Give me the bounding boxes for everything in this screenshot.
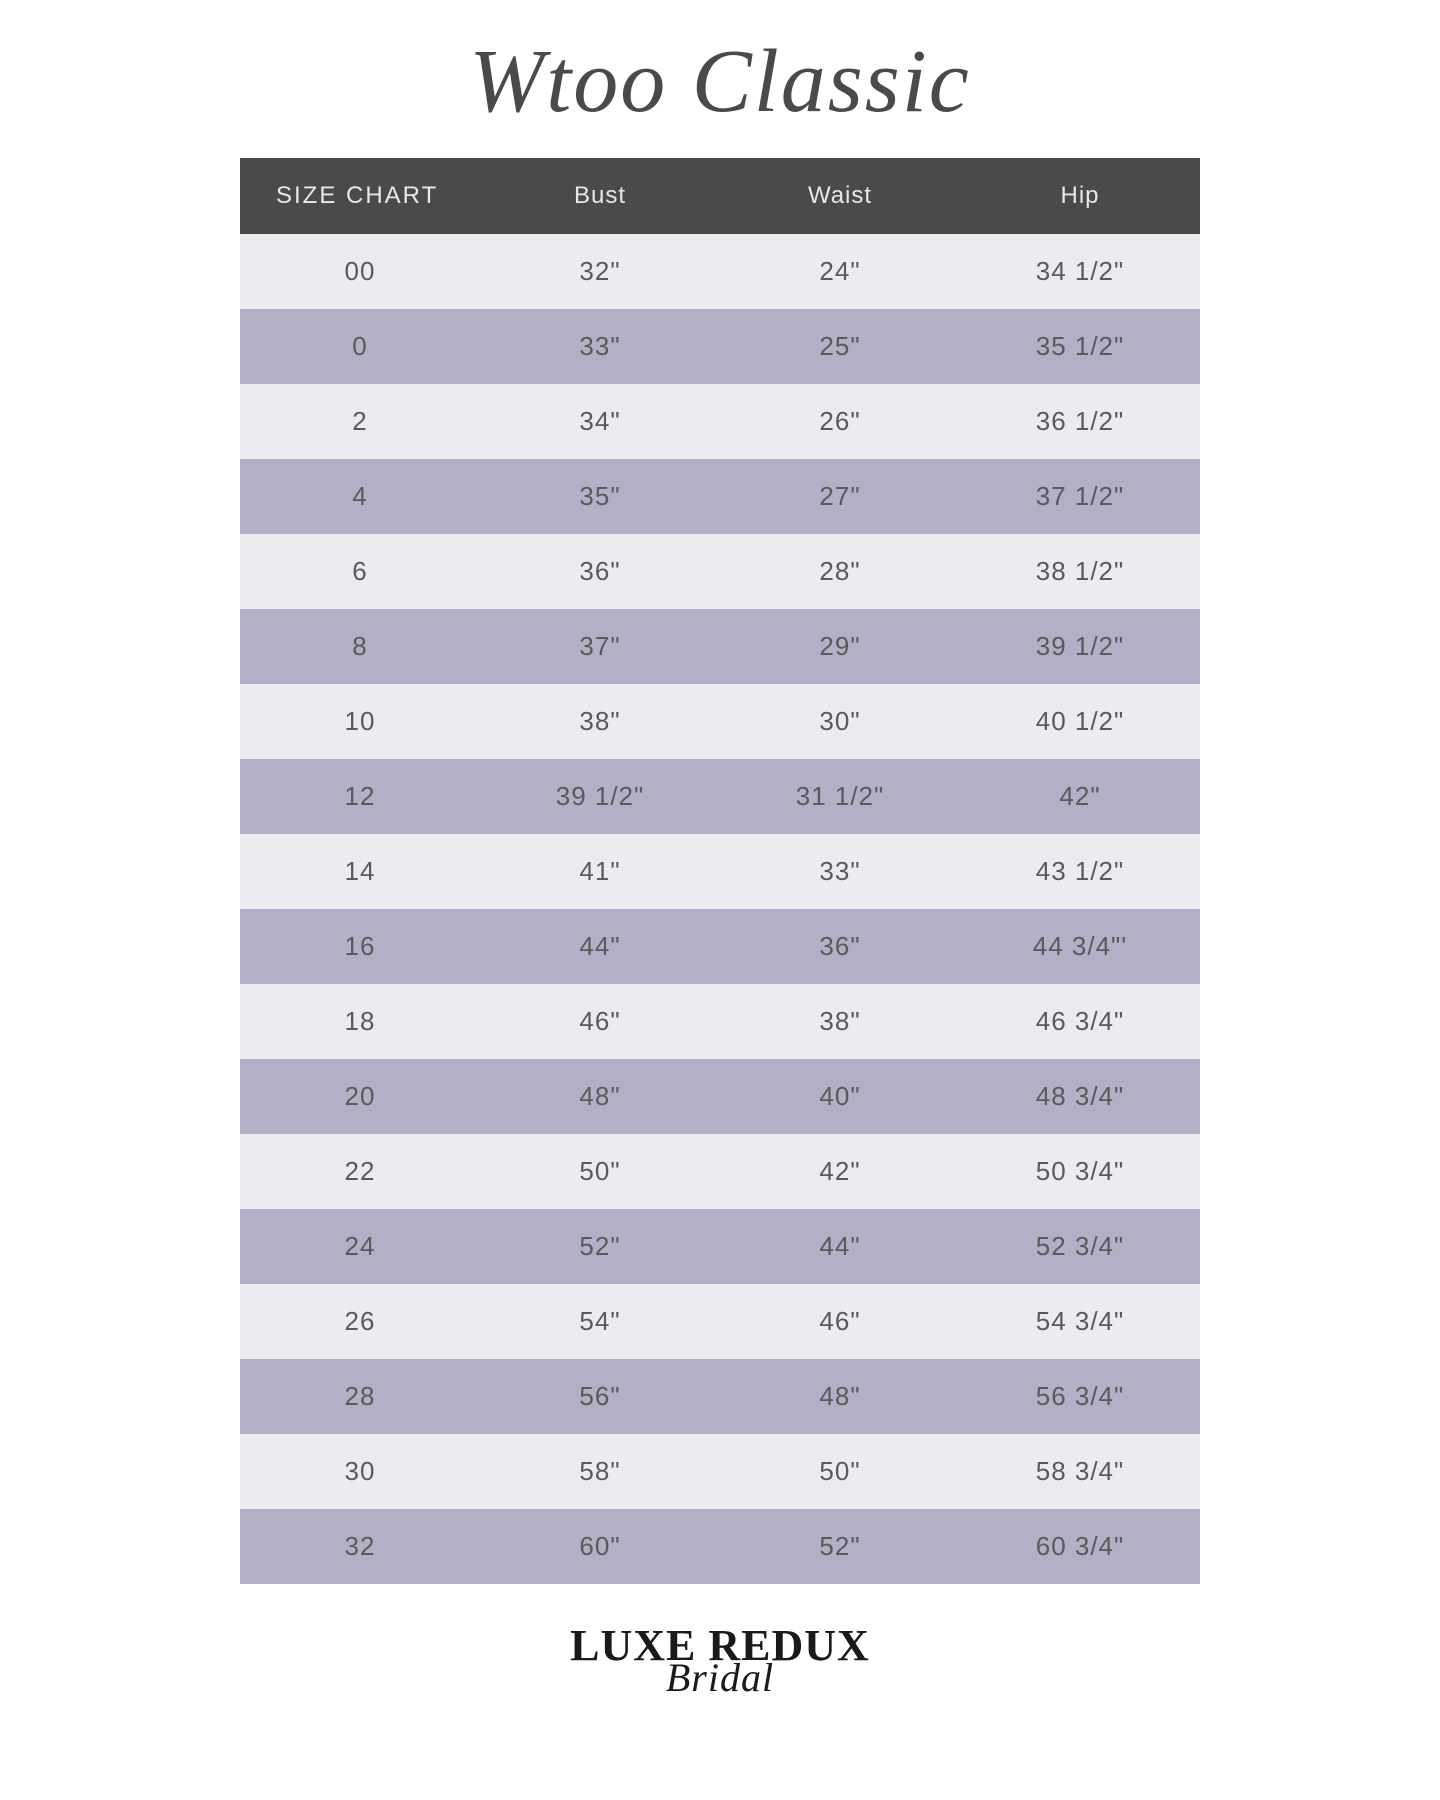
cell-hip: 58 3/4" bbox=[960, 1434, 1200, 1509]
size-chart-table: SIZE CHART Bust Waist Hip 0032"24"34 1/2… bbox=[240, 158, 1200, 1584]
cell-size: 16 bbox=[240, 909, 480, 984]
table-row: 2452"44"52 3/4" bbox=[240, 1209, 1200, 1284]
cell-waist: 48" bbox=[720, 1359, 960, 1434]
cell-size: 22 bbox=[240, 1134, 480, 1209]
table-row: 2048"40"48 3/4" bbox=[240, 1059, 1200, 1134]
table-row: 0032"24"34 1/2" bbox=[240, 234, 1200, 309]
cell-waist: 52" bbox=[720, 1509, 960, 1584]
cell-waist: 44" bbox=[720, 1209, 960, 1284]
cell-waist: 25" bbox=[720, 309, 960, 384]
cell-size: 6 bbox=[240, 534, 480, 609]
cell-hip: 34 1/2" bbox=[960, 234, 1200, 309]
cell-hip: 46 3/4" bbox=[960, 984, 1200, 1059]
table-row: 2654"46"54 3/4" bbox=[240, 1284, 1200, 1359]
cell-hip: 38 1/2" bbox=[960, 534, 1200, 609]
cell-bust: 38" bbox=[480, 684, 720, 759]
cell-hip: 56 3/4" bbox=[960, 1359, 1200, 1434]
table-header-row: SIZE CHART Bust Waist Hip bbox=[240, 158, 1200, 234]
cell-hip: 42" bbox=[960, 759, 1200, 834]
table-row: 1644"36"44 3/4"' bbox=[240, 909, 1200, 984]
cell-waist: 26" bbox=[720, 384, 960, 459]
header-size: SIZE CHART bbox=[240, 158, 480, 234]
table-row: 3260"52"60 3/4" bbox=[240, 1509, 1200, 1584]
cell-waist: 42" bbox=[720, 1134, 960, 1209]
cell-bust: 50" bbox=[480, 1134, 720, 1209]
table-row: 1846"38"46 3/4" bbox=[240, 984, 1200, 1059]
cell-waist: 33" bbox=[720, 834, 960, 909]
cell-hip: 37 1/2" bbox=[960, 459, 1200, 534]
cell-waist: 38" bbox=[720, 984, 960, 1059]
cell-bust: 34" bbox=[480, 384, 720, 459]
cell-hip: 44 3/4"' bbox=[960, 909, 1200, 984]
cell-hip: 43 1/2" bbox=[960, 834, 1200, 909]
table-row: 234"26"36 1/2" bbox=[240, 384, 1200, 459]
table-row: 1441"33"43 1/2" bbox=[240, 834, 1200, 909]
cell-hip: 48 3/4" bbox=[960, 1059, 1200, 1134]
cell-bust: 41" bbox=[480, 834, 720, 909]
page-title: Wtoo Classic bbox=[469, 30, 971, 133]
cell-hip: 52 3/4" bbox=[960, 1209, 1200, 1284]
cell-bust: 35" bbox=[480, 459, 720, 534]
cell-bust: 39 1/2" bbox=[480, 759, 720, 834]
cell-bust: 52" bbox=[480, 1209, 720, 1284]
cell-waist: 40" bbox=[720, 1059, 960, 1134]
table-row: 636"28"38 1/2" bbox=[240, 534, 1200, 609]
footer-logo: LUXE REDUX Bridal bbox=[570, 1624, 870, 1701]
cell-waist: 29" bbox=[720, 609, 960, 684]
cell-size: 10 bbox=[240, 684, 480, 759]
cell-bust: 56" bbox=[480, 1359, 720, 1434]
cell-bust: 33" bbox=[480, 309, 720, 384]
cell-size: 30 bbox=[240, 1434, 480, 1509]
cell-waist: 50" bbox=[720, 1434, 960, 1509]
cell-waist: 30" bbox=[720, 684, 960, 759]
cell-size: 26 bbox=[240, 1284, 480, 1359]
cell-bust: 54" bbox=[480, 1284, 720, 1359]
cell-bust: 58" bbox=[480, 1434, 720, 1509]
table-row: 837"29"39 1/2" bbox=[240, 609, 1200, 684]
cell-bust: 32" bbox=[480, 234, 720, 309]
cell-hip: 35 1/2" bbox=[960, 309, 1200, 384]
cell-waist: 31 1/2" bbox=[720, 759, 960, 834]
table-row: 3058"50"58 3/4" bbox=[240, 1434, 1200, 1509]
cell-size: 24 bbox=[240, 1209, 480, 1284]
cell-bust: 46" bbox=[480, 984, 720, 1059]
table-row: 2856"48"56 3/4" bbox=[240, 1359, 1200, 1434]
cell-bust: 36" bbox=[480, 534, 720, 609]
cell-waist: 28" bbox=[720, 534, 960, 609]
cell-bust: 48" bbox=[480, 1059, 720, 1134]
cell-waist: 27" bbox=[720, 459, 960, 534]
cell-hip: 39 1/2" bbox=[960, 609, 1200, 684]
cell-bust: 60" bbox=[480, 1509, 720, 1584]
cell-hip: 50 3/4" bbox=[960, 1134, 1200, 1209]
cell-size: 0 bbox=[240, 309, 480, 384]
cell-size: 8 bbox=[240, 609, 480, 684]
table-row: 1038"30"40 1/2" bbox=[240, 684, 1200, 759]
header-waist: Waist bbox=[720, 158, 960, 234]
cell-size: 18 bbox=[240, 984, 480, 1059]
table-row: 033"25"35 1/2" bbox=[240, 309, 1200, 384]
cell-size: 12 bbox=[240, 759, 480, 834]
cell-waist: 46" bbox=[720, 1284, 960, 1359]
cell-size: 32 bbox=[240, 1509, 480, 1584]
table-body: 0032"24"34 1/2"033"25"35 1/2"234"26"36 1… bbox=[240, 234, 1200, 1584]
header-bust: Bust bbox=[480, 158, 720, 234]
cell-hip: 54 3/4" bbox=[960, 1284, 1200, 1359]
cell-bust: 37" bbox=[480, 609, 720, 684]
cell-hip: 60 3/4" bbox=[960, 1509, 1200, 1584]
table-row: 2250"42"50 3/4" bbox=[240, 1134, 1200, 1209]
cell-size: 20 bbox=[240, 1059, 480, 1134]
cell-hip: 36 1/2" bbox=[960, 384, 1200, 459]
cell-waist: 36" bbox=[720, 909, 960, 984]
table-row: 435"27"37 1/2" bbox=[240, 459, 1200, 534]
table-row: 1239 1/2"31 1/2"42" bbox=[240, 759, 1200, 834]
cell-hip: 40 1/2" bbox=[960, 684, 1200, 759]
cell-bust: 44" bbox=[480, 909, 720, 984]
cell-size: 14 bbox=[240, 834, 480, 909]
cell-waist: 24" bbox=[720, 234, 960, 309]
cell-size: 00 bbox=[240, 234, 480, 309]
cell-size: 2 bbox=[240, 384, 480, 459]
header-hip: Hip bbox=[960, 158, 1200, 234]
cell-size: 4 bbox=[240, 459, 480, 534]
cell-size: 28 bbox=[240, 1359, 480, 1434]
